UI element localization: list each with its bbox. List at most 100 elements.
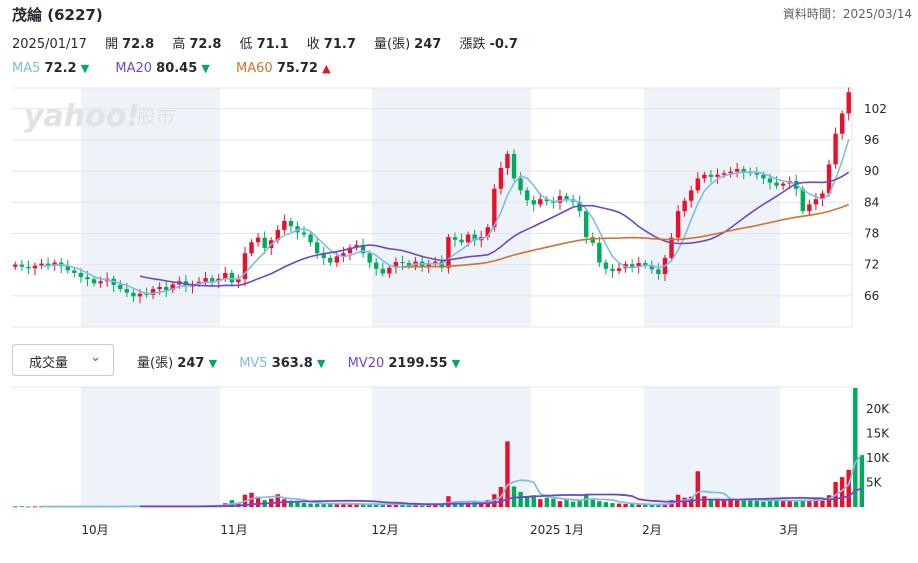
- ohlc-change: 漲跌 -0.7: [459, 37, 517, 52]
- candle-body: [209, 278, 215, 282]
- down-arrow-icon: ▼: [316, 357, 326, 370]
- price-tick-label: 72: [864, 258, 879, 272]
- candle-body: [807, 204, 812, 212]
- candle-body: [387, 267, 392, 274]
- volume-value: 247: [414, 37, 442, 52]
- down-arrow-icon: ▼: [201, 62, 210, 75]
- price-tick-label: 66: [864, 289, 879, 303]
- candle-body: [754, 173, 760, 175]
- down-arrow-icon: ▼: [208, 357, 218, 370]
- volume-bar: [708, 499, 714, 507]
- candle-body: [689, 190, 694, 201]
- candle-body: [505, 153, 510, 169]
- volume-bar: [367, 503, 372, 507]
- price-tick-label: 90: [864, 164, 879, 178]
- price-gridlines: [12, 87, 853, 328]
- volume-bar: [511, 486, 517, 507]
- volume-bar: [649, 504, 655, 507]
- price-tick-label: 96: [864, 133, 879, 147]
- volume-bar: [328, 503, 333, 507]
- data-time-label: 資料時間：2025/03/14: [782, 7, 912, 21]
- volume-bar: [610, 503, 615, 507]
- price-tick-label: 102: [864, 102, 887, 116]
- candle-body: [393, 262, 399, 268]
- volume-bar: [413, 504, 418, 507]
- volume-bar: [584, 494, 589, 507]
- candle-body: [826, 164, 832, 194]
- price-axis: 66 72 78 84 90 96 102: [864, 102, 887, 303]
- volume-bar: [538, 499, 543, 507]
- volume-bar: [465, 502, 471, 507]
- date-tick-label: 2025 1月: [530, 523, 584, 537]
- candle-body: [52, 262, 57, 266]
- ma5-value: 72.2: [44, 61, 77, 76]
- candle-body: [761, 174, 766, 179]
- ma60-line: [402, 203, 849, 268]
- volume-bar: [347, 504, 353, 507]
- volume-bar: [374, 503, 379, 507]
- volume-bar: [636, 504, 641, 507]
- volume-bar: [321, 504, 326, 507]
- volume-bar: [426, 504, 431, 507]
- candle-body: [144, 293, 149, 295]
- candle-body: [374, 262, 379, 269]
- candle-body: [544, 199, 550, 202]
- ohlc-readout: 2025/01/17 開 72.8 高 72.8 低 71.1 收 71.7 量(張) 2…: [12, 33, 532, 52]
- volume-bar: [859, 455, 865, 507]
- candle-body: [118, 284, 123, 290]
- candle-body: [39, 263, 44, 266]
- candle-body: [800, 188, 805, 212]
- candle-body: [137, 293, 143, 297]
- ma20-line: [139, 171, 850, 287]
- volume-bar: [505, 441, 510, 507]
- volume-bar: [564, 499, 569, 507]
- candle-body: [721, 173, 727, 175]
- volume-bar: [780, 499, 786, 507]
- date-axis: 10月 11月 12月 2025 1月 2月 3月: [81, 523, 798, 537]
- candle-body: [301, 232, 307, 235]
- low-value: 71.1: [256, 37, 289, 52]
- candle-body: [695, 178, 700, 191]
- mv5-label: MV5: [239, 356, 268, 371]
- volume-bar: [741, 499, 746, 507]
- volume-tick-label: 20K: [866, 402, 890, 416]
- volume-bar: [19, 506, 25, 508]
- volume-bar: [551, 498, 556, 507]
- candle-body: [236, 279, 241, 283]
- candle-body: [367, 253, 372, 263]
- price-tick-label: 78: [864, 226, 879, 240]
- candle-body: [452, 237, 458, 240]
- indicator-dropdown[interactable]: 成交量 ⌄: [12, 344, 114, 376]
- candle-body: [406, 263, 412, 266]
- period-shading: [81, 88, 780, 507]
- volume-bar: [360, 504, 366, 507]
- volume-bar: [623, 504, 628, 507]
- volume-bar: [524, 496, 530, 507]
- candle-body: [262, 237, 267, 249]
- candle-body: [557, 196, 563, 203]
- candle-body: [833, 133, 838, 165]
- ohlc-volume: 量(張) 247: [374, 37, 441, 52]
- candle-body: [334, 256, 340, 263]
- volume-bar: [603, 502, 609, 507]
- volume-bar: [557, 501, 563, 507]
- volume-bar: [577, 500, 582, 507]
- volume-bar: [459, 503, 464, 507]
- change-label: 漲跌: [459, 37, 486, 52]
- ma20-legend: MA20 80.45 ▼: [115, 61, 210, 76]
- month-band: [644, 387, 780, 507]
- volume-bar: [334, 503, 340, 507]
- candle-body: [616, 268, 622, 271]
- candle-body: [131, 292, 136, 297]
- candle-body: [19, 264, 25, 267]
- candle-body: [636, 263, 641, 267]
- volume-bar: [419, 504, 425, 507]
- candle-body: [164, 286, 169, 291]
- low-label: 低: [239, 37, 253, 52]
- date-tick-label: 10月: [81, 523, 108, 537]
- volume-bar: [249, 492, 254, 507]
- candle-body: [741, 169, 746, 173]
- date-tick-label: 3月: [779, 523, 799, 537]
- candle-body: [511, 153, 517, 179]
